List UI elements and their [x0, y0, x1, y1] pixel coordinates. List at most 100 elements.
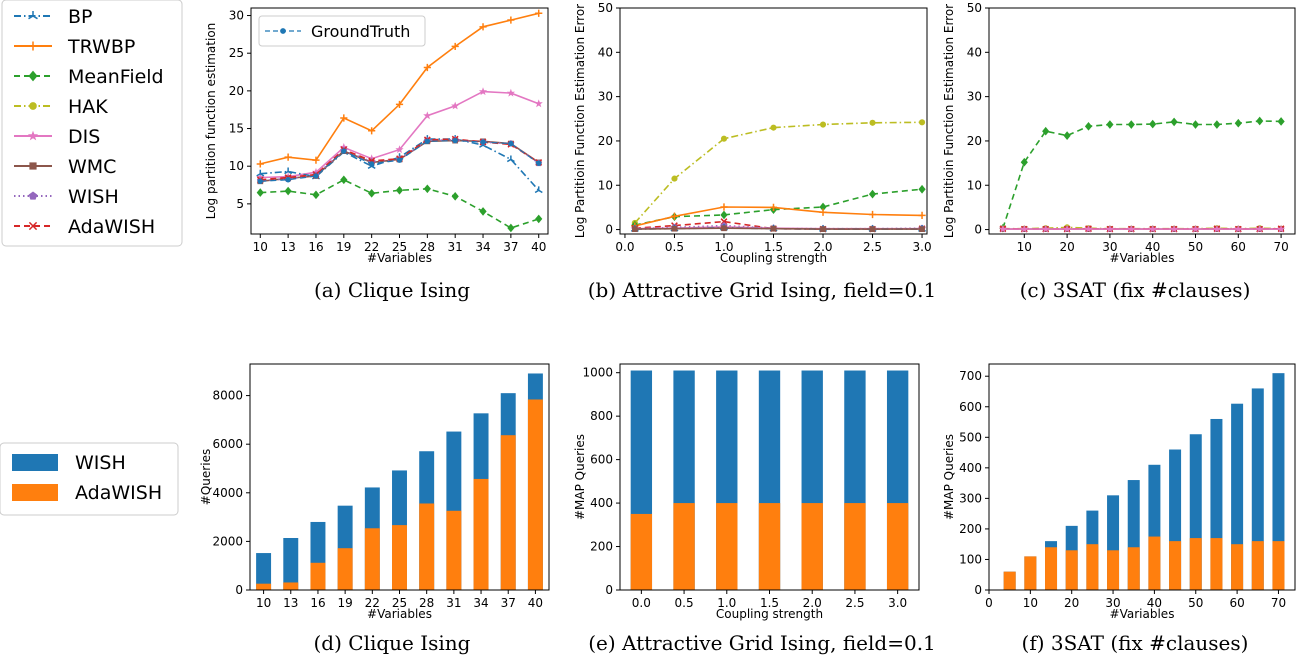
y-tick-label: 0	[235, 583, 243, 597]
axes-frame	[989, 8, 1295, 234]
x-tick-label: 34	[475, 240, 490, 254]
marker-point	[508, 141, 513, 146]
marker-point	[1170, 118, 1177, 127]
series-line	[1003, 121, 1281, 228]
marker-point	[820, 121, 826, 127]
marker-point	[285, 187, 292, 196]
marker-point	[919, 119, 925, 125]
marker-point	[771, 226, 777, 232]
y-tick-label: 500	[959, 430, 982, 444]
x-tick-label: 2.0	[803, 596, 822, 610]
marker-point	[452, 138, 457, 143]
marker-point	[720, 211, 727, 220]
y-tick-label: 0	[605, 583, 613, 597]
y-tick-label: 20	[598, 134, 613, 148]
y-tick-label: 800	[590, 409, 613, 423]
x-tick-label: 28	[419, 596, 434, 610]
marker-point	[869, 211, 876, 218]
x-tick-label: 25	[392, 596, 407, 610]
y-tick-label: 600	[590, 453, 613, 467]
marker-point	[671, 213, 678, 220]
y-tick-label: 40	[967, 45, 982, 59]
y-axis-label: #MAP Queries	[942, 434, 956, 520]
x-tick-label: 0.0	[632, 596, 651, 610]
marker-point	[536, 160, 541, 165]
marker-point	[918, 212, 925, 219]
bar-adawish	[1190, 538, 1202, 590]
marker-point	[313, 173, 318, 178]
bar-adawish	[1107, 550, 1119, 590]
series-meanfield	[999, 117, 1284, 233]
legend-label: WISH	[68, 186, 119, 208]
bar-adawish	[759, 503, 780, 590]
marker-point	[869, 120, 875, 126]
y-tick-label: 400	[590, 496, 613, 510]
y-tick-label: 40	[598, 45, 613, 59]
bar-adawish	[392, 525, 407, 590]
bar-adawish	[1128, 547, 1140, 590]
marker-point	[720, 203, 727, 210]
y-tick-label: 4000	[212, 486, 243, 500]
marker-point	[671, 176, 677, 182]
marker-point	[721, 225, 727, 231]
marker-point	[369, 161, 374, 166]
legend-swatch	[12, 454, 58, 471]
marker-point	[396, 186, 403, 195]
bar-adawish	[419, 503, 434, 590]
x-tick-label: 70	[1271, 596, 1286, 610]
x-tick-label: 0.5	[665, 240, 684, 254]
legend-label: DIS	[68, 126, 100, 148]
marker-point	[1277, 117, 1284, 126]
marker-point	[507, 16, 514, 23]
bar-adawish	[474, 479, 489, 590]
series-dis	[999, 225, 1285, 233]
y-tick-label: 30	[229, 9, 244, 23]
marker-point	[1106, 120, 1113, 129]
x-tick-label: 37	[501, 596, 516, 610]
x-tick-label: 19	[336, 240, 351, 254]
x-tick-label: 1.5	[760, 596, 779, 610]
marker-point	[1256, 117, 1263, 126]
y-tick-label: 0	[605, 223, 613, 237]
legend-item-adawish: AdaWISH	[12, 482, 162, 504]
bar-adawish	[802, 503, 823, 590]
bar-adawish	[283, 582, 298, 590]
x-tick-label: 60	[1229, 596, 1244, 610]
x-tick-label: 0	[985, 596, 993, 610]
bar-adawish	[256, 584, 271, 590]
marker-point	[452, 192, 459, 201]
x-tick-label: 50	[1188, 240, 1203, 254]
marker-point	[869, 190, 876, 199]
x-tick-label: 70	[1273, 240, 1288, 254]
x-tick-label: 40	[1147, 596, 1162, 610]
marker-point	[721, 136, 727, 142]
x-tick-label: 37	[503, 240, 518, 254]
marker-point	[29, 162, 36, 169]
bar-adawish	[338, 548, 353, 590]
axes-frame	[620, 8, 927, 234]
marker-point	[819, 209, 826, 216]
bar-adawish	[1272, 541, 1284, 590]
bar-adawish	[1045, 547, 1057, 590]
marker-point	[258, 179, 263, 184]
x-tick-label: 2.5	[845, 596, 864, 610]
panel-caption: (c) 3SAT (fix #clauses)	[1020, 278, 1251, 302]
marker-point	[1064, 131, 1071, 140]
y-tick-label: 200	[959, 522, 982, 536]
marker-point	[285, 177, 290, 182]
x-tick-label: 25	[392, 240, 407, 254]
marker-point	[535, 186, 542, 192]
marker-point	[820, 226, 826, 232]
x-tick-label: 2.0	[813, 240, 832, 254]
x-tick-label: 3.0	[913, 240, 932, 254]
x-tick-label: 16	[310, 596, 325, 610]
marker-point	[29, 102, 37, 110]
legend-label: HAK	[68, 96, 108, 118]
bar-adawish	[1024, 556, 1036, 590]
marker-point	[632, 226, 638, 232]
x-tick-label: 19	[337, 596, 352, 610]
marker-point	[535, 215, 542, 224]
y-tick-label: 10	[598, 178, 613, 192]
